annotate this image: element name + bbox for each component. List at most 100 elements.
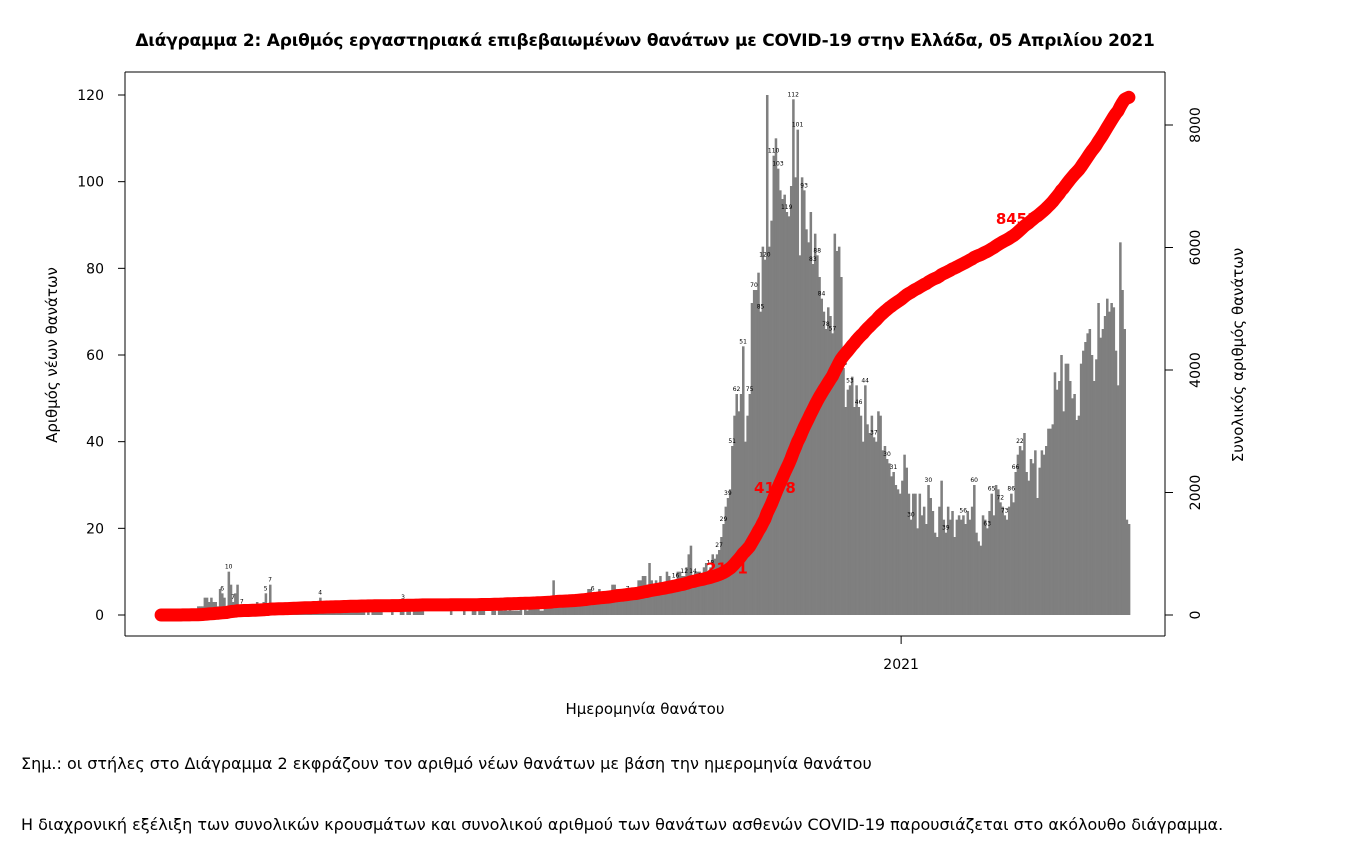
daily-deaths-bar	[541, 610, 544, 615]
bar-data-label: 101	[792, 122, 804, 129]
bar-data-label: 85	[757, 304, 765, 311]
daily-deaths-bar	[1075, 420, 1079, 615]
daily-deaths-bar	[493, 610, 497, 615]
daily-deaths-bar	[412, 610, 416, 615]
daily-deaths-bar	[885, 459, 889, 615]
daily-deaths-bar	[776, 168, 780, 616]
daily-deaths-bar	[1090, 355, 1094, 615]
daily-deaths-bar	[922, 506, 926, 615]
daily-deaths-bar	[1127, 524, 1131, 615]
daily-deaths-bar	[565, 606, 568, 615]
daily-deaths-bar	[661, 584, 664, 615]
daily-deaths-bar	[268, 584, 272, 615]
daily-deaths-bar	[1110, 303, 1113, 615]
daily-deaths-bar	[1099, 337, 1103, 615]
daily-deaths-bar	[694, 571, 697, 615]
daily-deaths-bar	[940, 480, 943, 615]
bar-data-label: 4	[318, 590, 322, 597]
daily-deaths-bar	[870, 415, 874, 615]
daily-deaths-bar	[992, 515, 996, 615]
daily-deaths-bar	[593, 597, 597, 615]
daily-deaths-bar	[931, 511, 935, 615]
daily-deaths-bar	[907, 493, 911, 615]
bar-data-label: 30	[907, 512, 915, 519]
daily-deaths-bar	[1082, 350, 1085, 615]
daily-deaths-bar	[1106, 298, 1109, 615]
daily-deaths-bar	[1044, 446, 1048, 615]
daily-deaths-bar	[698, 571, 701, 615]
daily-deaths-bar	[986, 528, 989, 615]
daily-deaths-bar	[574, 606, 577, 615]
daily-deaths-bar	[554, 602, 558, 615]
daily-deaths-bar	[1012, 502, 1015, 615]
y-tick-label: 60	[86, 348, 104, 364]
daily-deaths-bar	[1095, 359, 1098, 615]
cumulative-value-label: 2151	[706, 559, 748, 577]
daily-deaths-bar	[1121, 290, 1124, 615]
daily-deaths-bar	[1071, 398, 1074, 615]
bar-data-label: 30	[925, 477, 933, 484]
daily-deaths-bar	[970, 506, 974, 615]
bar-data-label: 93	[800, 182, 808, 189]
daily-deaths-bar	[471, 610, 475, 615]
bar-data-label: 30	[883, 451, 891, 458]
daily-deaths-bar	[1007, 506, 1011, 615]
daily-deaths-bar	[981, 515, 985, 615]
daily-deaths-bar	[1038, 467, 1041, 615]
daily-deaths-bar	[375, 610, 379, 615]
daily-deaths-bar	[925, 524, 928, 615]
daily-deaths-bar	[772, 155, 776, 616]
daily-deaths-bar	[898, 493, 902, 615]
daily-deaths-bar	[827, 307, 830, 615]
daily-deaths-bar	[872, 437, 876, 615]
daily-deaths-bar	[229, 584, 233, 615]
daily-deaths-bar	[718, 550, 721, 615]
bar-data-label: 86	[1007, 486, 1015, 493]
daily-deaths-bar	[1031, 463, 1035, 615]
daily-deaths-bar	[1123, 329, 1126, 615]
daily-deaths-bar	[1001, 506, 1004, 615]
daily-deaths-bar	[1060, 355, 1063, 615]
daily-deaths-bar	[362, 610, 366, 615]
bar-data-label: 5	[264, 585, 268, 592]
daily-deaths-bar	[619, 597, 623, 615]
daily-deaths-bar	[896, 489, 900, 615]
bar-data-label: 31	[890, 464, 898, 471]
bar-data-label: 63	[983, 520, 991, 527]
daily-deaths-bar	[857, 407, 861, 615]
daily-deaths-bar	[1064, 363, 1068, 615]
y-tick-label: 20	[86, 521, 104, 537]
daily-deaths-bar	[707, 576, 710, 615]
daily-deaths-bar	[822, 311, 826, 615]
daily-deaths-bar	[770, 220, 773, 616]
daily-deaths-bar	[953, 537, 956, 615]
daily-deaths-bar	[210, 597, 213, 615]
daily-deaths-bar	[892, 472, 895, 615]
y2-tick-label: 6000	[1188, 230, 1204, 266]
daily-deaths-bar	[1036, 498, 1039, 615]
daily-deaths-bar	[831, 333, 834, 615]
daily-deaths-bar	[927, 485, 930, 615]
daily-deaths-bar	[604, 597, 608, 615]
daily-deaths-bar	[534, 606, 538, 615]
daily-deaths-bar	[742, 346, 745, 615]
daily-deaths-bar	[894, 485, 898, 615]
daily-deaths-bar	[781, 199, 784, 615]
daily-deaths-bar	[667, 576, 671, 615]
y2-axis-title: Συνολικός αριθμός θανάτων	[1229, 248, 1247, 463]
daily-deaths-bar	[539, 610, 542, 615]
daily-deaths-bar	[650, 580, 653, 615]
bar-data-label: 6	[591, 585, 595, 592]
daily-deaths-bar	[545, 606, 549, 615]
daily-deaths-bar	[761, 246, 765, 616]
bar-data-label: 18	[707, 559, 715, 566]
daily-deaths-bar	[861, 441, 865, 615]
daily-deaths-bar	[524, 606, 527, 615]
cumulative-deaths-line	[154, 90, 1136, 622]
y-axis-title: Αριθμός νέων θανάτων	[43, 267, 61, 443]
daily-deaths-bar	[1042, 454, 1046, 615]
daily-deaths-bar	[779, 190, 782, 615]
daily-deaths-bar	[702, 567, 706, 615]
bar-data-label: 51	[728, 438, 736, 445]
